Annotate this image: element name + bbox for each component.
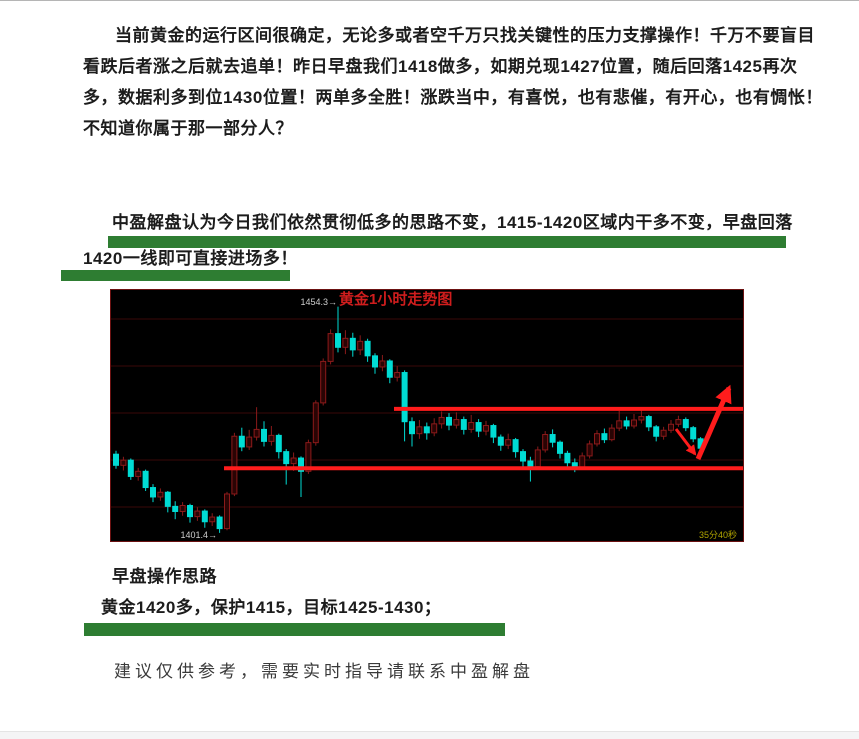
strategy-heading: 早盘操作思路: [112, 567, 217, 586]
page-bottom-strip: [0, 731, 859, 739]
highlight-bar: [61, 270, 290, 281]
plan-line-1: 中盈解盘认为今日我们依然贯彻低多的思路不变，1415-1420区域内干多不变，早…: [112, 213, 793, 232]
highlight-bar: [84, 623, 505, 636]
svg-text:35分40秒: 35分40秒: [699, 529, 737, 540]
svg-text:黄金1小时走势图: 黄金1小时走势图: [339, 290, 452, 308]
strategy-detail: 黄金1420多，保护1415，目标1425-1430；: [101, 598, 442, 617]
highlight-bar: [108, 236, 786, 248]
disclaimer-note: 建议仅供参考，需要实时指导请联系中盈解盘: [114, 662, 534, 681]
svg-text:1454.3→: 1454.3→: [300, 297, 337, 307]
intro-line: 不知道你属于那一部分人？: [83, 119, 293, 138]
intro-line: 当前黄金的运行区间很确定，无论多或者空千万只找关键性的压力支撑操作！千万不要盲目: [115, 26, 815, 45]
gold-1h-chart[interactable]: 黄金1小时走势图 1454.3→ 1401.4→ 35分40秒: [110, 289, 744, 542]
plan-line-2: 1420一线即可直接进场多！: [83, 249, 298, 268]
intro-line: 多，数据利多到位1430位置！两单多全胜！涨跌当中，有喜悦，也有悲催，有开心，也…: [83, 88, 823, 107]
intro-line: 看跌后者涨之后就去追单！昨日早盘我们1418做多，如期兑现1427位置，随后回落…: [83, 57, 798, 76]
svg-text:1401.4→: 1401.4→: [180, 530, 217, 540]
